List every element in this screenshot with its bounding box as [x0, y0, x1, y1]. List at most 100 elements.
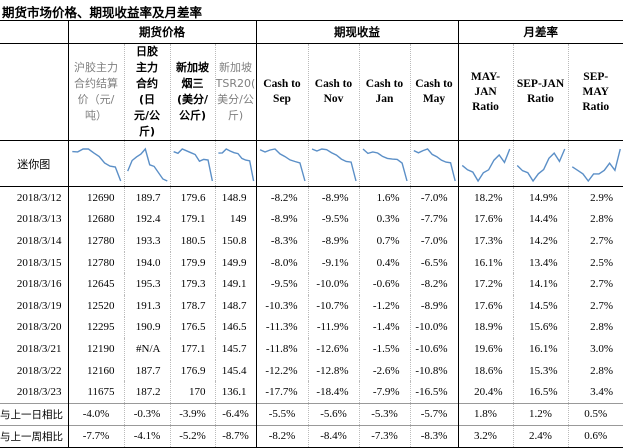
- sparkline-chart: [514, 141, 568, 186]
- cell-sep_may: 2.8%: [568, 360, 623, 382]
- cell-may_jan: 19.6%: [458, 338, 513, 360]
- cell-may_jan: 18.6%: [458, 360, 513, 382]
- group-header-prices: 期货价格: [68, 21, 256, 44]
- sparkline-sgx: [170, 141, 215, 187]
- sparkline-line: [173, 149, 212, 181]
- column-header-row: 沪胶主力合约结算价（元/吨）日胶主力合约(日元/公斤)新加坡烟三(美分/公斤)新…: [0, 44, 623, 141]
- compare-cell-may_jan: 1.8%: [458, 403, 513, 425]
- cell-shfe: 12690: [68, 187, 124, 209]
- cell-cash_jan: 1.6%: [359, 187, 410, 209]
- column-header-line: 合约结算: [69, 76, 124, 92]
- cell-may_jan: 17.2%: [458, 273, 513, 295]
- sparkline-chart: [459, 141, 513, 186]
- cell-tocom: 187.7: [124, 360, 170, 382]
- cell-may_jan: 16.1%: [458, 252, 513, 274]
- cell-cash_nov: -9.5%: [308, 209, 359, 231]
- sparkline-chart: [125, 141, 170, 186]
- compare-cell-tocom: -4.1%: [124, 425, 170, 447]
- row-date: 2018/3/12: [0, 187, 68, 209]
- column-header-line: 元/公: [125, 108, 170, 124]
- cell-cash_may: -7.0%: [410, 230, 458, 252]
- column-header-line: Ratio: [514, 92, 568, 107]
- cell-tsr: 148.9: [215, 187, 256, 209]
- futures-table: 期货价格 期现收益 月差率 沪胶主力合约结算价（元/吨）日胶主力合约(日元/公斤…: [0, 20, 623, 448]
- compare-cell-cash_nov: -5.6%: [308, 403, 359, 425]
- cell-cash_sep: -11.3%: [256, 317, 308, 339]
- cell-sep_may: 2.8%: [568, 317, 623, 339]
- sparkline-tocom: [124, 141, 170, 187]
- column-header-line: 美分/公: [216, 92, 256, 108]
- cell-shfe: 12295: [68, 317, 124, 339]
- compare-cell-sgx: -5.2%: [170, 425, 215, 447]
- cell-sep_may: 2.8%: [568, 209, 623, 231]
- compare-label: 与上一日相比: [0, 403, 68, 425]
- cell-sep_jan: 14.5%: [513, 295, 568, 317]
- sparkline-chart: [257, 141, 308, 186]
- compare-cell-cash_jan: -5.3%: [359, 403, 410, 425]
- column-header-line: Cash to: [309, 77, 359, 92]
- compare-row: 与上一日相比-4.0%-0.3%-3.9%-6.4%-5.5%-5.6%-5.3…: [0, 403, 623, 425]
- cell-sep_jan: 14.4%: [513, 209, 568, 231]
- column-header-line: May: [411, 92, 458, 107]
- cell-may_jan: 18.2%: [458, 187, 513, 209]
- compare-row: 与上一周相比-7.7%-4.1%-5.2%-8.7%-8.2%-8.4%-7.3…: [0, 425, 623, 447]
- cell-tsr: 150.8: [215, 230, 256, 252]
- sparkline-cash_sep: [256, 141, 308, 187]
- cell-cash_jan: -0.6%: [359, 273, 410, 295]
- sparkline-shfe: [68, 141, 124, 187]
- cell-cash_nov: -10.7%: [308, 295, 359, 317]
- sparkline-line: [517, 149, 565, 181]
- cell-shfe: 12680: [68, 209, 124, 231]
- column-header-line: 价（元/: [69, 92, 124, 108]
- sparkline-chart: [569, 141, 623, 186]
- column-header-line: JAN: [459, 85, 513, 100]
- compare-cell-shfe: -4.0%: [68, 403, 124, 425]
- cell-sep_may: 2.9%: [568, 187, 623, 209]
- group-header-spreads: 月差率: [458, 21, 623, 44]
- cell-cash_jan: -7.9%: [359, 381, 410, 403]
- compare-cell-sep_may: 0.5%: [568, 403, 623, 425]
- sparkline-chart: [69, 141, 124, 186]
- column-header-line: Ratio: [569, 100, 623, 115]
- cell-cash_nov: -10.0%: [308, 273, 359, 295]
- column-header-line: MAY: [569, 85, 623, 100]
- cell-cash_jan: 0.3%: [359, 209, 410, 231]
- cell-may_jan: 17.6%: [458, 209, 513, 231]
- cell-cash_nov: -11.9%: [308, 317, 359, 339]
- sparkline-line: [312, 149, 356, 181]
- column-header-line: SEP-JAN: [514, 77, 568, 92]
- group-header-returns: 期现收益: [256, 21, 458, 44]
- cell-cash_nov: -8.9%: [308, 230, 359, 252]
- cell-tocom: 190.9: [124, 317, 170, 339]
- column-header-line: 斤): [125, 124, 170, 140]
- row-date: 2018/3/20: [0, 317, 68, 339]
- cell-tsr: 146.5: [215, 317, 256, 339]
- compare-cell-cash_may: -8.3%: [410, 425, 458, 447]
- column-header-line: Cash to: [257, 77, 308, 92]
- column-header-line: 新加坡: [216, 60, 256, 76]
- cell-sgx: 179.6: [170, 187, 215, 209]
- row-date: 2018/3/23: [0, 381, 68, 403]
- cell-shfe: 12780: [68, 230, 124, 252]
- cell-cash_may: -16.5%: [410, 381, 458, 403]
- cell-cash_sep: -8.0%: [256, 252, 308, 274]
- column-header-line: Cash to: [360, 77, 410, 92]
- column-header-sgx: 新加坡烟三(美分/公斤): [170, 44, 215, 141]
- sparkline-cash_jan: [359, 141, 410, 187]
- column-header-line: 公斤): [171, 108, 215, 124]
- cell-sep_may: 2.7%: [568, 230, 623, 252]
- column-header-line: 吨）: [69, 108, 124, 124]
- cell-tsr: 148.7: [215, 295, 256, 317]
- row-date: 2018/3/21: [0, 338, 68, 360]
- cell-cash_may: -8.2%: [410, 273, 458, 295]
